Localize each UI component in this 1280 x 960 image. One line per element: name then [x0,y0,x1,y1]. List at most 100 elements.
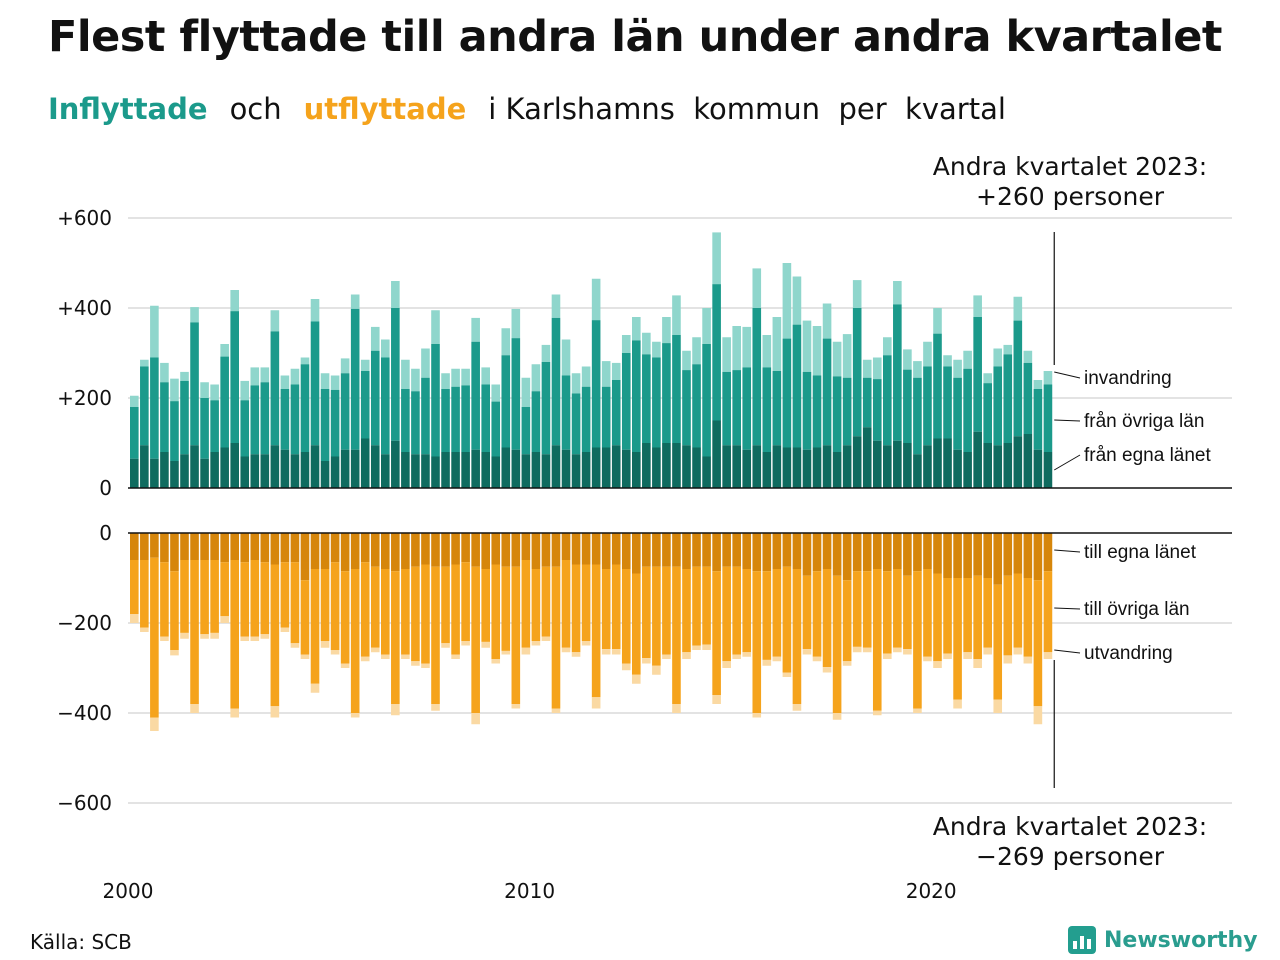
bar-out-own-county [792,533,802,569]
bar-out-own-county [471,533,480,567]
bar-out-own-county [220,533,229,563]
bar-in-immigration [732,326,741,371]
bar-out-own-county [963,533,972,578]
bar-out-own-county [682,533,691,569]
bar-out-own-county [621,533,631,569]
bar-in-other-county [1043,384,1053,452]
bar-out-other-county [632,573,641,675]
bar-out-emigration [842,661,852,666]
bar-out-emigration [521,647,531,655]
bar-in-immigration [280,375,290,389]
bar-out-other-county [391,571,400,704]
bar-in-immigration [742,326,752,368]
bars [130,232,1053,731]
bar-in-own-county [762,452,772,488]
bar-in-other-county [943,366,952,439]
bar-out-other-county [370,566,380,648]
bar-out-own-county [320,533,330,569]
bar-out-emigration [1003,655,1013,664]
bar-out-emigration [953,699,962,709]
bar-out-other-county [320,569,330,641]
bar-in-immigration [220,344,229,357]
bar-out-own-county [923,533,932,569]
x-tick: 2020 [906,879,957,900]
bar-in-own-county [652,447,661,488]
bar-in-own-county [752,445,762,488]
bar-in-own-county [872,440,882,488]
bar-out-own-county [461,533,470,563]
bar-in-immigration [270,310,280,332]
bar-out-emigration [160,636,169,641]
bar-out-emigration [591,697,601,709]
bar-out-other-county [712,571,721,695]
chart-title: Flest flyttade till andra län under andr… [48,12,1222,62]
bar-in-own-county [682,445,691,488]
bar-in-immigration [1043,371,1053,385]
bar-in-other-county [521,407,531,455]
bar-in-other-county [1023,362,1033,434]
bar-in-own-county [401,452,410,488]
bar-in-own-county [330,456,340,488]
bar-out-emigration [270,706,280,718]
bar-in-other-county [250,385,260,455]
bar-out-own-county [491,533,501,565]
bar-in-other-county [662,343,671,443]
bar-in-other-county [571,393,581,455]
bar-in-immigration [300,357,310,365]
bar-in-immigration [842,334,852,378]
bar-out-emigration [571,652,581,657]
bar-in-own-county [611,445,621,488]
bar-out-other-county [150,557,159,718]
bar-in-own-county [903,443,912,488]
bar-out-emigration [1033,706,1043,725]
bar-out-own-county [270,533,280,565]
bar-in-own-county [632,452,641,488]
series-labels: Andra kvartalet 2023:+260 personerAndra … [933,152,1212,871]
bar-out-other-county [662,566,671,655]
bar-in-own-county [702,456,711,488]
bar-in-own-county [822,445,832,488]
series-label-to_own: till egna länet [1084,542,1197,563]
bar-out-other-county [722,566,731,662]
bar-out-own-county [250,533,260,560]
bar-in-immigration [893,281,902,305]
bar-in-immigration [712,232,721,285]
bar-in-immigration [672,295,681,335]
bar-in-other-county [310,321,320,446]
bar-in-immigration [451,368,460,387]
bar-out-other-county [350,569,360,713]
bar-in-other-county [903,369,912,443]
bar-out-emigration [923,656,932,662]
bar-in-immigration [200,382,209,398]
bar-in-other-county [140,366,149,446]
bar-out-own-county [391,533,400,572]
bar-out-emigration [692,645,701,650]
bar-in-immigration [571,373,581,394]
bar-out-emigration [1023,656,1033,664]
bar-in-other-county [210,400,219,452]
bar-out-own-county [993,533,1003,585]
bar-in-immigration [963,350,972,369]
brand-logo[interactable]: Newsworthy [1068,924,1258,956]
bar-in-other-county [130,407,139,459]
bar-out-emigration [913,708,922,713]
bar-in-own-county [621,449,631,488]
bar-in-own-county [280,449,290,488]
bar-in-immigration [832,341,842,377]
bar-out-other-county [601,569,611,650]
bar-in-other-county [832,376,842,452]
bar-in-immigration [782,263,792,339]
bar-out-other-county [923,569,932,657]
bar-in-other-county [692,364,701,448]
bar-in-other-county [260,382,270,455]
bar-in-other-county [953,377,962,450]
bar-in-immigration [802,320,812,372]
bar-in-other-county [621,353,631,450]
bar-out-emigration [511,704,521,709]
bar-out-other-county [963,578,972,653]
bar-in-immigration [772,317,782,371]
bar-in-immigration [330,375,340,390]
bar-in-other-county [300,364,310,452]
bar-out-own-county [812,533,822,572]
bar-in-own-county [411,454,420,488]
